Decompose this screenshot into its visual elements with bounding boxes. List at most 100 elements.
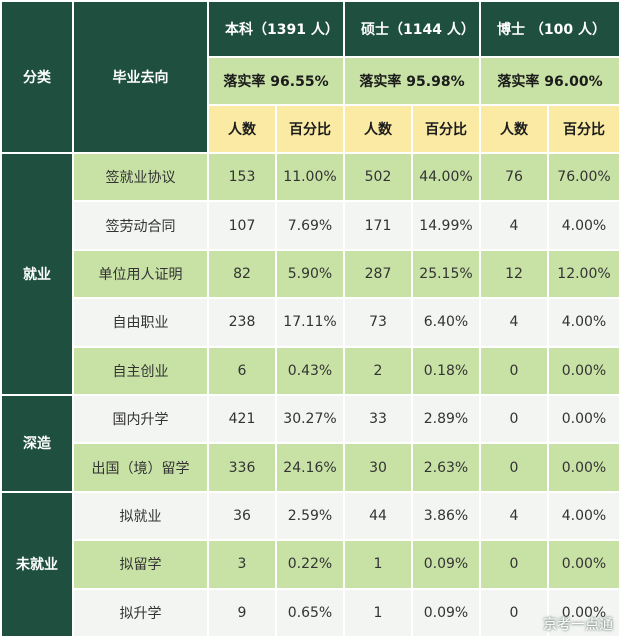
doctoral-percent-cell: 4.00% (549, 202, 621, 251)
undergraduate-count-cell: 9 (209, 589, 277, 638)
undergraduate-count-cell: 6 (209, 347, 277, 396)
master-percent-cell: 44.00% (413, 154, 481, 203)
category-cell: 未就业 (2, 492, 74, 638)
doctoral-count-cell: 0 (481, 347, 549, 396)
master-percent-cell: 3.86% (413, 492, 481, 542)
doctoral-percent-cell: 4.00% (549, 492, 621, 542)
destination-cell: 拟留学 (74, 541, 209, 590)
doctoral-count-cell: 4 (481, 202, 549, 251)
master-count-header: 人数 (345, 106, 413, 154)
master-percent-cell: 6.40% (413, 299, 481, 348)
destination-cell: 自主创业 (74, 347, 209, 396)
undergraduate-count-cell: 153 (209, 154, 277, 203)
table-row: 拟留学 3 0.22% 1 0.09% 0 0.00% (2, 541, 621, 590)
doctoral-percent-cell: 0.00% (549, 541, 621, 590)
master-count-cell: 44 (345, 492, 413, 542)
doctoral-count-header: 人数 (481, 106, 549, 154)
undergraduate-percent-cell: 30.27% (277, 395, 345, 445)
table-row: 未就业 拟就业 36 2.59% 44 3.86% 4 4.00% (2, 492, 621, 638)
master-percent-cell: 2.89% (413, 395, 481, 445)
master-count-cell: 2 (345, 347, 413, 396)
master-count-cell: 287 (345, 250, 413, 300)
doctoral-count-cell: 0 (481, 541, 549, 590)
master-percent-cell: 25.15% (413, 250, 481, 300)
undergraduate-count-cell: 336 (209, 444, 277, 493)
undergraduate-count-header: 人数 (209, 106, 277, 154)
table-row: 单位用人证明 82 5.90% 287 25.15% 12 12.00% (2, 250, 621, 300)
doctoral-percent-cell: 0.00% (549, 395, 621, 445)
destination-cell: 单位用人证明 (74, 250, 209, 300)
master-placement-rate: 落实率 95.98% (345, 58, 481, 106)
destination-cell: 国内升学 (74, 395, 209, 445)
undergraduate-placement-rate: 落实率 96.55% (209, 58, 345, 106)
master-count-cell: 33 (345, 395, 413, 445)
doctoral-count-cell: 12 (481, 250, 549, 300)
table-row: 就业 签就业协议 153 11.00% 502 44.00% 76 76.00% (2, 154, 621, 396)
category-cell: 就业 (2, 154, 74, 396)
table-row: 签劳动合同 107 7.69% 171 14.99% 4 4.00% (2, 202, 621, 251)
master-count-cell: 171 (345, 202, 413, 251)
master-count-cell: 1 (345, 541, 413, 590)
doctoral-percent-cell: 0.00% (549, 347, 621, 396)
undergraduate-percent-cell: 0.65% (277, 589, 345, 638)
undergraduate-count-cell: 82 (209, 250, 277, 300)
header-category: 分类 (2, 2, 74, 154)
header-master-title: 硕士（1144 人） (345, 2, 481, 58)
undergraduate-count-cell: 421 (209, 395, 277, 445)
table-row: 出国（境）留学 336 24.16% 30 2.63% 0 0.00% (2, 444, 621, 493)
doctoral-percent-cell: 4.00% (549, 299, 621, 348)
undergraduate-count-cell: 107 (209, 202, 277, 251)
doctoral-placement-rate: 落实率 96.00% (481, 58, 621, 106)
table-row: 拟升学 9 0.65% 1 0.09% 0 0.00% (2, 589, 621, 638)
undergraduate-percent-cell: 17.11% (277, 299, 345, 348)
doctoral-percent-cell: 0.00% (549, 589, 621, 638)
master-percent-cell: 14.99% (413, 202, 481, 251)
undergraduate-percent-cell: 2.59% (277, 492, 345, 542)
destination-cell: 签就业协议 (74, 154, 209, 203)
undergraduate-count-cell: 3 (209, 541, 277, 590)
doctoral-count-cell: 0 (481, 444, 549, 493)
undergraduate-percent-cell: 0.22% (277, 541, 345, 590)
doctoral-percent-cell: 0.00% (549, 444, 621, 493)
master-percent-cell: 0.09% (413, 541, 481, 590)
category-cell: 深造 (2, 395, 74, 493)
undergraduate-percent-cell: 5.90% (277, 250, 345, 300)
undergraduate-percent-cell: 7.69% (277, 202, 345, 251)
graduation-destination-table: 分类 毕业去向 本科（1391 人） 硕士（1144 人） 博士 （100 人）… (2, 2, 621, 638)
doctoral-percent-header: 百分比 (549, 106, 621, 154)
table-row: 深造 国内升学 421 30.27% 33 2.89% 0 0.00% (2, 395, 621, 493)
doctoral-count-cell: 76 (481, 154, 549, 203)
table-row: 自由职业 238 17.11% 73 6.40% 4 4.00% (2, 299, 621, 348)
doctoral-percent-cell: 12.00% (549, 250, 621, 300)
master-percent-cell: 0.09% (413, 589, 481, 638)
doctoral-count-cell: 4 (481, 492, 549, 542)
destination-cell: 签劳动合同 (74, 202, 209, 251)
doctoral-count-cell: 0 (481, 589, 549, 638)
master-percent-cell: 2.63% (413, 444, 481, 493)
undergraduate-percent-cell: 0.43% (277, 347, 345, 396)
table-row: 自主创业 6 0.43% 2 0.18% 0 0.00% (2, 347, 621, 396)
master-percent-cell: 0.18% (413, 347, 481, 396)
undergraduate-percent-header: 百分比 (277, 106, 345, 154)
master-count-cell: 1 (345, 589, 413, 638)
doctoral-count-cell: 0 (481, 395, 549, 445)
destination-cell: 自由职业 (74, 299, 209, 348)
header-undergraduate-title: 本科（1391 人） (209, 2, 345, 58)
header-destination: 毕业去向 (74, 2, 209, 154)
undergraduate-percent-cell: 24.16% (277, 444, 345, 493)
undergraduate-count-cell: 238 (209, 299, 277, 348)
watermark: 京考一点通 (543, 616, 613, 633)
undergraduate-count-cell: 36 (209, 492, 277, 542)
undergraduate-percent-cell: 11.00% (277, 154, 345, 203)
graduation-destination-table-wrapper: 分类 毕业去向 本科（1391 人） 硕士（1144 人） 博士 （100 人）… (2, 2, 621, 638)
destination-cell: 拟就业 (74, 492, 209, 542)
master-count-cell: 502 (345, 154, 413, 203)
destination-cell: 拟升学 (74, 589, 209, 638)
doctoral-percent-cell: 76.00% (549, 154, 621, 203)
destination-cell: 出国（境）留学 (74, 444, 209, 493)
master-count-cell: 73 (345, 299, 413, 348)
doctoral-count-cell: 4 (481, 299, 549, 348)
master-count-cell: 30 (345, 444, 413, 493)
master-percent-header: 百分比 (413, 106, 481, 154)
header-doctoral-title: 博士 （100 人） (481, 2, 621, 58)
